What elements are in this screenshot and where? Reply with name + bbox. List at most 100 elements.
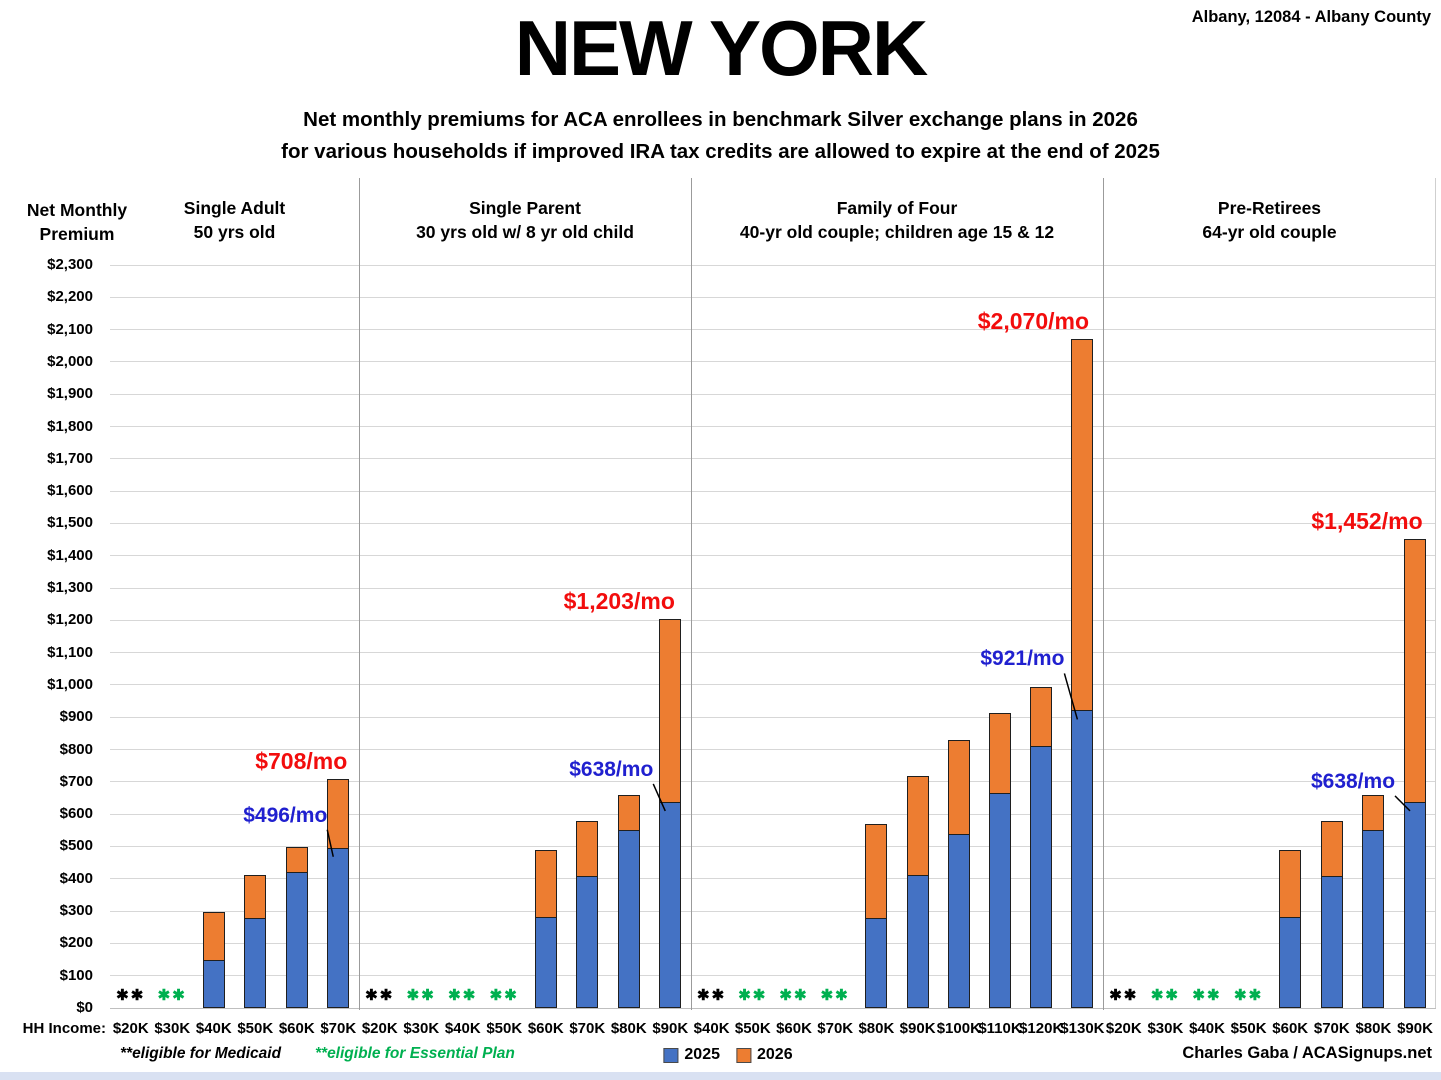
eligibility-marker-essential: ✱✱ — [489, 987, 519, 1004]
income-label: $40K — [195, 1020, 232, 1037]
bar-2025-segment — [659, 801, 682, 1008]
bar-2026-segment — [1279, 850, 1302, 918]
income-label: $60K — [1272, 1020, 1309, 1037]
legend: 2025 2026 — [663, 1046, 793, 1064]
footnote-essential-plan: **eligible for Essential Plan — [315, 1045, 515, 1062]
y-tick-label: $1,600 — [47, 482, 93, 500]
y-tick-label: $1,800 — [47, 417, 93, 435]
y-tick-label: $900 — [59, 708, 93, 726]
group-header: Family of Four 40-yr old couple; children… — [740, 196, 1054, 244]
gridline — [110, 716, 1436, 718]
eligibility-marker-essential: ✱✱ — [1192, 987, 1222, 1004]
page-title: NEW YORK — [514, 4, 929, 92]
income-label: $80K — [610, 1020, 647, 1037]
group-header-desc: 50 yrs old — [193, 222, 276, 242]
gridline — [110, 813, 1436, 815]
y-tick-label: $2,000 — [47, 352, 93, 370]
y-tick-label: $300 — [59, 902, 93, 920]
group-divider — [358, 178, 360, 1010]
y-tick-label: $800 — [59, 740, 93, 758]
bar-2026-segment — [327, 779, 350, 849]
y-tick-label: $600 — [59, 805, 93, 823]
annotation-2025-value: $638/mo — [1310, 769, 1396, 793]
bar-2026-segment — [659, 619, 682, 803]
income-label: $120K — [1019, 1020, 1064, 1037]
eligibility-marker-medicaid: ✱✱ — [116, 987, 146, 1004]
bar-2025-segment — [1071, 710, 1094, 1008]
income-label: $60K — [527, 1020, 564, 1037]
income-label: $20K — [361, 1020, 398, 1037]
y-tick-label: $500 — [59, 837, 93, 855]
bar-2025-segment — [617, 830, 640, 1008]
eligibility-marker-medicaid: ✱✱ — [1109, 987, 1139, 1004]
y-tick-label: $1,100 — [47, 643, 93, 661]
legend-swatch-2025 — [663, 1047, 679, 1063]
y-tick-label: $1,900 — [47, 385, 93, 403]
group-header-desc: 64-yr old couple — [1202, 222, 1337, 242]
bar-2025-segment — [1279, 916, 1302, 1008]
bar-2025-segment — [327, 847, 350, 1008]
bar-2025-segment — [1320, 875, 1343, 1008]
gridline — [110, 587, 1436, 589]
eligibility-marker-medicaid: ✱✱ — [697, 987, 727, 1004]
gridline — [110, 361, 1436, 363]
income-label: $60K — [278, 1020, 315, 1037]
group-header: Single Adult 50 yrs old — [184, 196, 285, 244]
y-tick-label: $1,500 — [47, 514, 93, 532]
y-tick-label: $1,200 — [47, 611, 93, 629]
eligibility-marker-essential: ✱✱ — [1234, 987, 1264, 1004]
income-label: $80K — [858, 1020, 895, 1037]
gridline — [110, 781, 1436, 783]
group-divider — [690, 178, 692, 1010]
gridline — [110, 458, 1436, 460]
bar-2026-segment — [947, 739, 970, 835]
y-tick-label: $400 — [59, 869, 93, 887]
gridline — [110, 684, 1436, 686]
annotation-2026-value: $1,452/mo — [1311, 507, 1423, 534]
y-tick-label: $1,700 — [47, 449, 93, 467]
bar-2025-segment — [244, 917, 267, 1008]
bar-2025-segment — [865, 917, 888, 1008]
x-axis-title: HH Income: — [22, 1020, 106, 1037]
income-label: $50K — [486, 1020, 523, 1037]
y-axis-title: Net Monthly Premium — [8, 198, 146, 246]
eligibility-marker-essential: ✱✱ — [820, 987, 850, 1004]
legend-label-2025: 2025 — [684, 1046, 720, 1063]
bar-2025-segment — [1404, 801, 1426, 1008]
eligibility-marker-essential: ✱✱ — [157, 987, 187, 1004]
y-tick-label: $1,400 — [47, 546, 93, 564]
group-header-desc: 30 yrs old w/ 8 yr old child — [416, 222, 634, 242]
chart-subtitle-line2: for various households if improved IRA t… — [281, 140, 1160, 163]
y-tick-label: $200 — [59, 934, 93, 952]
bar-2026-segment — [1320, 821, 1343, 877]
bar-2025-segment — [989, 793, 1011, 1008]
gridline — [110, 522, 1436, 524]
plot-right-border — [1435, 178, 1436, 1008]
income-label: $90K — [899, 1020, 936, 1037]
income-label: $70K — [1313, 1020, 1350, 1037]
location-label: Albany, 12084 - Albany County — [1191, 8, 1431, 26]
income-label: $90K — [1397, 1020, 1433, 1037]
annotation-2026-value: $708/mo — [255, 748, 348, 775]
group-header: Single Parent 30 yrs old w/ 8 yr old chil… — [416, 196, 634, 244]
group-divider — [1102, 178, 1104, 1010]
income-label: $80K — [1355, 1020, 1392, 1037]
group-header-name: Pre-Retirees — [1217, 198, 1322, 218]
bar-2025-segment — [576, 875, 599, 1008]
income-label: $50K — [237, 1020, 274, 1037]
annotation-2025-value: $496/mo — [243, 803, 328, 827]
eligibility-marker-essential: ✱✱ — [738, 987, 768, 1004]
annotation-2026-value: $2,070/mo — [977, 308, 1090, 335]
eligibility-marker-essential: ✱✱ — [448, 987, 478, 1004]
gridline — [110, 490, 1436, 492]
bar-2026-segment — [1362, 794, 1385, 832]
bar-2026-segment — [617, 794, 640, 832]
bar-2026-segment — [906, 776, 929, 876]
x-axis-baseline — [110, 1007, 1436, 1009]
income-label: $70K — [817, 1020, 854, 1037]
gridline — [110, 619, 1436, 621]
y-tick-label: $2,300 — [47, 256, 93, 273]
y-tick-label: $700 — [59, 772, 93, 790]
income-label: $60K — [776, 1020, 812, 1037]
y-tick-label: $0 — [76, 999, 93, 1016]
